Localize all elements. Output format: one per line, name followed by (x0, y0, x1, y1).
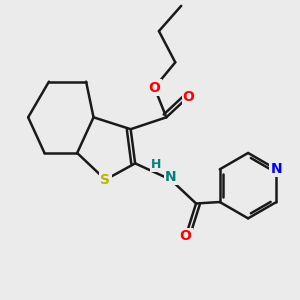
Text: S: S (100, 173, 110, 187)
Text: N: N (165, 170, 177, 184)
Text: O: O (180, 229, 192, 243)
Text: O: O (148, 81, 160, 94)
Text: N: N (271, 162, 282, 176)
Text: H: H (151, 158, 161, 171)
Text: O: O (183, 89, 195, 103)
